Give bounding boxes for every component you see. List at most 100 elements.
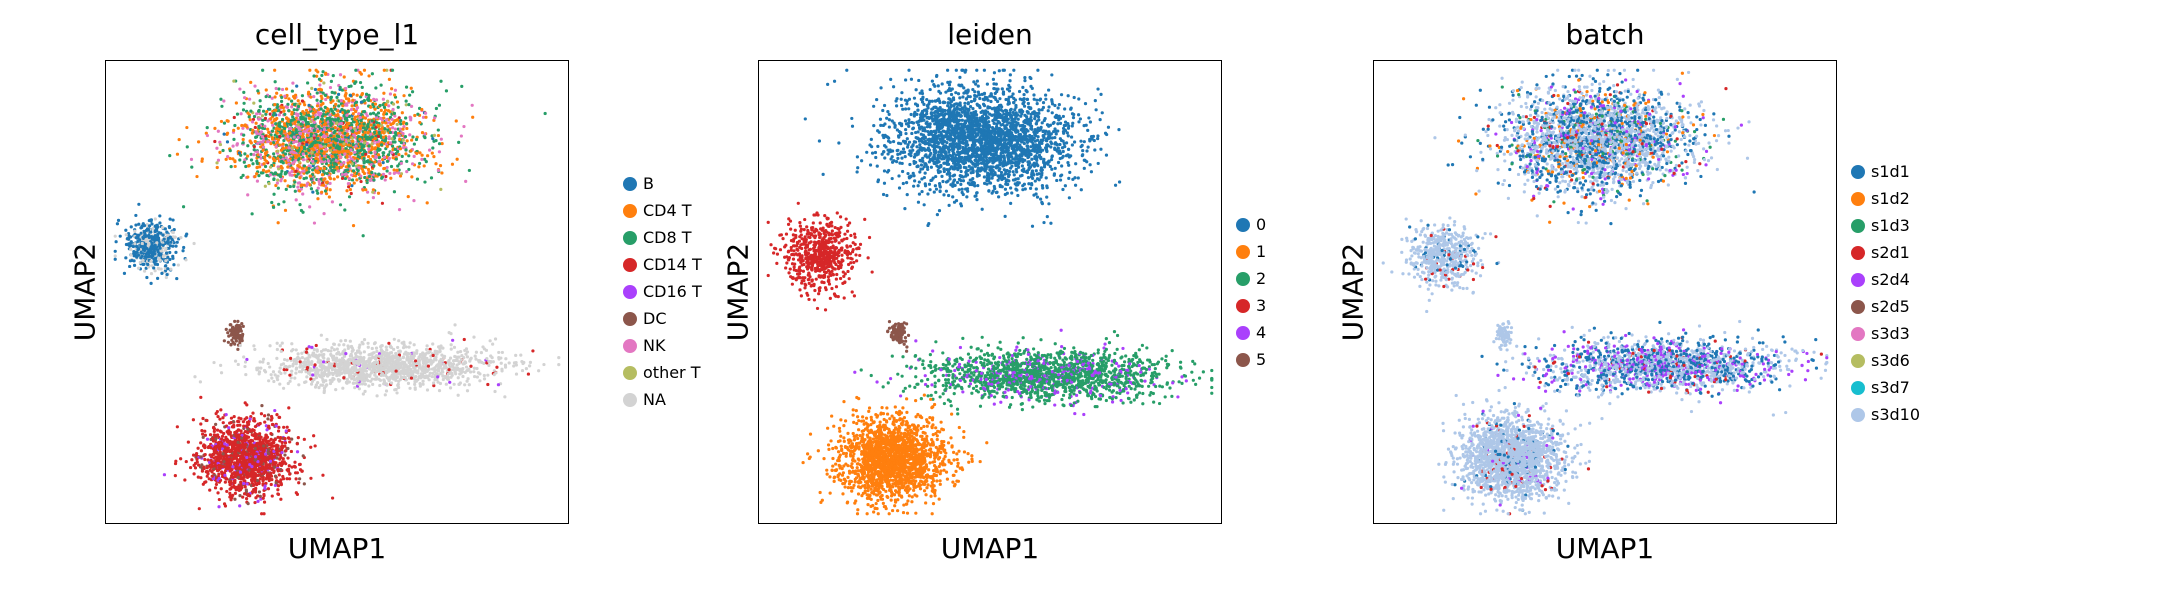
scatter-point — [169, 267, 173, 271]
scatter-point — [318, 141, 322, 145]
scatter-point — [367, 174, 371, 179]
scatter-point — [329, 107, 333, 111]
scatter-point — [331, 358, 335, 362]
scatter-point — [359, 119, 363, 123]
scatter-point — [348, 154, 352, 159]
scatter-point — [302, 169, 306, 173]
scatter-point — [423, 111, 428, 115]
scatter-point — [317, 125, 321, 129]
scatter-point — [344, 86, 348, 91]
scatter-point — [400, 154, 404, 159]
scatter-point — [397, 379, 401, 383]
scatter-point — [323, 369, 327, 373]
scatter-point — [213, 139, 217, 144]
scatter-point — [324, 192, 329, 196]
scatter-point — [333, 107, 337, 111]
scatter-point — [270, 376, 274, 380]
scatter-point — [135, 245, 139, 249]
scatter-point — [290, 342, 294, 346]
scatter-point — [140, 254, 144, 258]
scatter-point — [255, 131, 259, 136]
scatter-point — [360, 340, 364, 345]
scatter-point — [137, 202, 141, 206]
scatter-point — [373, 369, 378, 373]
scatter-point — [233, 491, 237, 495]
scatter-point — [332, 342, 336, 346]
scatter-point — [493, 337, 498, 341]
scatter-point — [354, 381, 358, 385]
scatter-point — [528, 360, 533, 364]
scatter-point — [311, 159, 315, 163]
scatter-point — [196, 140, 201, 144]
scatter-point — [322, 81, 326, 85]
scatter-point — [457, 382, 461, 387]
scatter-point — [280, 87, 285, 92]
scatter-point — [236, 362, 240, 367]
scatter-point — [434, 162, 438, 166]
scatter-point — [382, 151, 386, 155]
scatter-point — [306, 125, 310, 129]
scatter-point — [392, 337, 396, 341]
scatter-point — [284, 87, 289, 91]
scatter-point — [449, 375, 453, 379]
scatter-point — [335, 121, 339, 125]
scatter-point — [331, 99, 335, 103]
scatter-point — [327, 364, 331, 368]
scatter-point — [398, 174, 403, 178]
scatter-point — [185, 145, 189, 149]
scatter-point — [312, 120, 317, 125]
scatter-point — [286, 381, 290, 386]
scatter-point — [478, 379, 482, 383]
scatter-point — [243, 158, 247, 162]
scatter-point — [441, 377, 445, 382]
scatter-point — [305, 182, 309, 186]
scatter-point — [127, 234, 131, 238]
scatter-point — [401, 376, 405, 380]
scatter-point — [301, 158, 306, 162]
scatter-point — [325, 171, 329, 176]
scatter-point — [347, 380, 351, 384]
scatter-point — [288, 356, 293, 360]
scatter-point — [259, 145, 263, 149]
scatter-point — [284, 116, 289, 120]
scatter-point — [418, 384, 422, 388]
scatter-point — [381, 161, 385, 165]
scatter-point — [386, 99, 390, 103]
scatter-point — [225, 119, 229, 123]
scatter-point — [149, 281, 153, 285]
scatter-point — [454, 119, 458, 123]
scatter-point — [397, 152, 401, 157]
scatter-point — [329, 161, 333, 165]
scatter-point — [316, 170, 321, 174]
scatter-point — [167, 246, 171, 250]
scatter-point — [391, 361, 395, 365]
scatter-point — [295, 492, 300, 496]
scatter-point — [446, 375, 450, 379]
scatter-point — [448, 356, 453, 360]
scatter-point — [281, 386, 286, 390]
scatter-point — [343, 348, 347, 352]
scatter-point — [347, 176, 351, 181]
scatter-point — [327, 128, 331, 132]
scatter-point — [376, 134, 380, 139]
scatter-point — [352, 133, 356, 137]
scatter-point — [381, 97, 386, 101]
scatter-point — [335, 95, 339, 99]
scatter-point — [393, 356, 397, 360]
scatter-point — [404, 99, 408, 103]
scatter-point — [362, 165, 366, 169]
scatter-point — [398, 349, 402, 354]
scatter-point — [389, 164, 394, 169]
scatter-point — [213, 126, 217, 130]
scatter-point — [216, 129, 220, 133]
scatter-point — [309, 132, 313, 136]
scatter-point — [414, 359, 418, 363]
scatter-point — [514, 360, 518, 365]
scatter-point — [259, 130, 264, 134]
scatter-point — [432, 133, 437, 137]
scatter-point — [304, 370, 308, 374]
scatter-point — [360, 85, 364, 89]
scatter-point — [451, 338, 455, 342]
scatter-point — [321, 130, 326, 134]
scatter-point — [316, 191, 320, 195]
